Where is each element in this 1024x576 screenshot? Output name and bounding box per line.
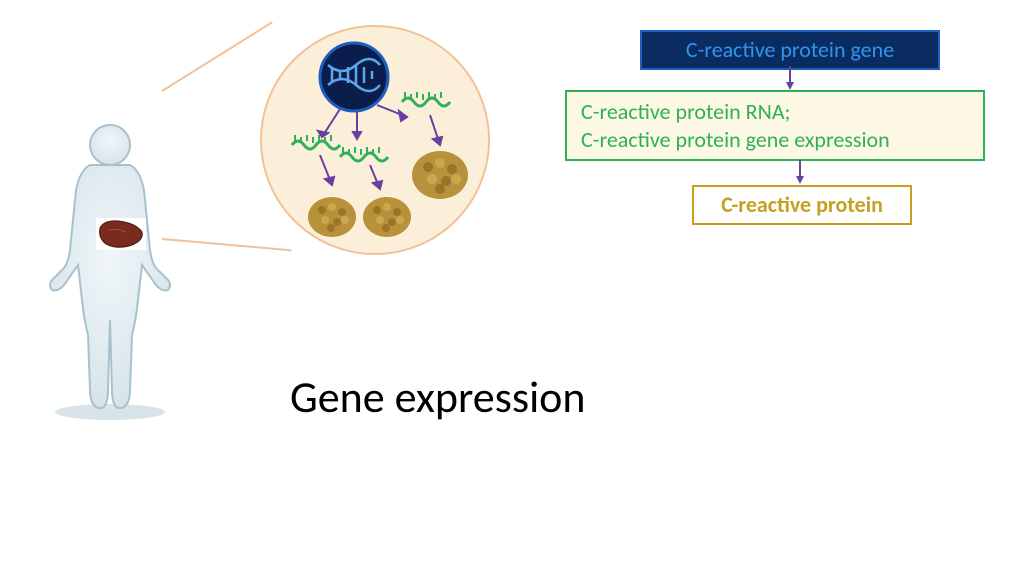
node-line2: C-reactive protein gene expression [581, 126, 969, 154]
zoom-line [161, 21, 272, 92]
node-label: C-reactive protein [721, 191, 883, 218]
cell-zoom-circle [260, 25, 490, 255]
liver-icon [96, 218, 146, 250]
flowchart-node-rna: C-reactive protein RNA; C-reactive prote… [565, 90, 985, 161]
node-label: C-reactive protein gene [686, 36, 894, 63]
arrow-head-icon [796, 176, 804, 184]
arrow-head-icon [786, 82, 794, 90]
node-line1: C-reactive protein RNA; [581, 98, 969, 126]
page-title: Gene expression [290, 370, 586, 424]
flowchart-node-gene: C-reactive protein gene [640, 30, 940, 70]
human-body-icon [40, 120, 180, 420]
flowchart-node-protein: C-reactive protein [692, 185, 912, 225]
